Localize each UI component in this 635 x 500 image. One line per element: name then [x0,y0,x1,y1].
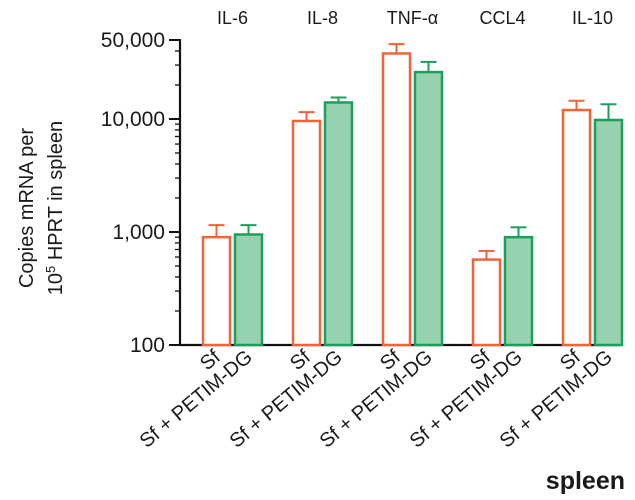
bar-sf-petim-dg [503,235,534,347]
bar-sf [291,119,322,347]
y-axis-label-line1: Copies mRNA per [16,128,38,288]
bar-sf-petim-dg [593,118,624,347]
group-label: IL-8 [307,8,338,28]
group-label: IL-10 [572,8,613,28]
y-tick-label: 50,000 [101,29,165,52]
group-labels: IL-6 IL-8 TNF-α CCL4 IL-10 [217,8,613,28]
y-axis-label-base: 10 [45,273,67,295]
group-label: TNF-α [387,8,438,28]
bar-sf [381,52,412,347]
y-axis-label-exponent: 5 [43,266,58,273]
group-label: IL-6 [217,8,248,28]
bar-sf-petim-dg [233,233,264,347]
bar-sf-petim-dg [323,101,354,347]
y-tick-label: 100 [130,334,165,357]
bars [201,43,624,347]
axes: 100 1,000 10,000 50,000 [101,29,620,357]
y-axis-label-line2: 105 HPRT in spleen [43,121,68,295]
y-tick-label: 1,000 [112,221,165,244]
y-axis-label-rest: HPRT in spleen [45,121,67,266]
group-label: CCL4 [479,8,525,28]
bar-sf [561,108,592,347]
corner-label: spleen [546,467,625,495]
y-tick-label: 10,000 [101,108,165,131]
bar-sf [471,258,502,347]
bar-sf [201,235,232,347]
y-axis-label: Copies mRNA per 105 HPRT in spleen [16,121,67,295]
bar-sf-petim-dg [413,70,444,347]
